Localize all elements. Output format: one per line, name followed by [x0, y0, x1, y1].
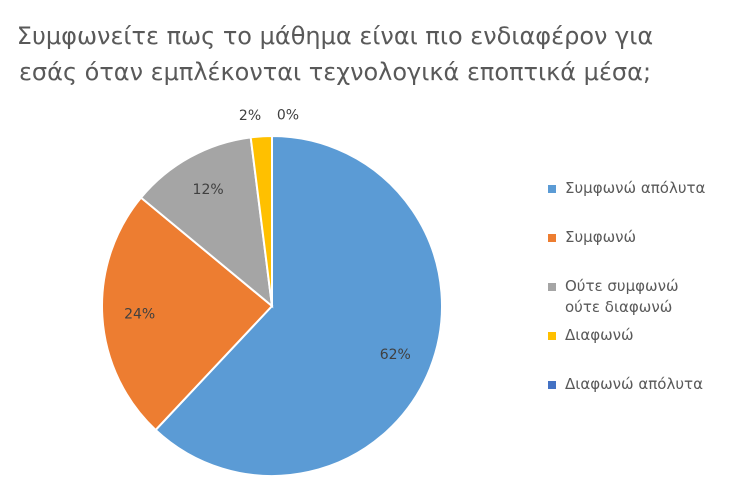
- legend-swatch: [548, 234, 556, 242]
- pie-slice: [139, 136, 274, 309]
- legend-item: Ούτε συμφωνώ ούτε διαφωνώ: [548, 276, 734, 318]
- pie-slice: [101, 196, 274, 432]
- title-line: εσάς όταν εμπλέκονται τεχνολογικά εποπτι…: [18, 58, 652, 86]
- legend-item: Συμφωνώ: [548, 227, 734, 248]
- legend-swatch: [548, 185, 556, 193]
- legend-label: Διαφωνώ απόλυτα: [565, 375, 703, 393]
- legend-swatch: [548, 283, 556, 291]
- data-label: 24%: [124, 306, 155, 322]
- legend-item: Διαφωνώ: [548, 325, 734, 346]
- legend-item: Διαφωνώ απόλυτα: [548, 374, 734, 395]
- legend-label: Ούτε συμφωνώ ούτε διαφωνώ: [565, 277, 679, 316]
- data-label: 2%: [239, 108, 261, 124]
- legend-swatch: [548, 381, 556, 389]
- data-label: 0%: [277, 108, 299, 124]
- legend-label: Συμφωνώ: [565, 228, 637, 246]
- legend-label: Διαφωνώ: [565, 326, 634, 344]
- pie-slice: [154, 134, 443, 477]
- legend-item: Συμφωνώ απόλυτα: [548, 178, 734, 199]
- pie-slice: [249, 134, 273, 307]
- legend-label: Συμφωνώ απόλυτα: [565, 179, 706, 197]
- data-label: 62%: [380, 347, 411, 363]
- chart-title: Συμφωνείτε πως το μάθημα είναι πιο ενδια…: [0, 18, 670, 90]
- legend: Συμφωνώ απόλυτα Συμφωνώ Ούτε συμφωνώ ούτε …: [548, 178, 734, 423]
- legend-swatch: [548, 332, 556, 340]
- title-line: Συμφωνείτε πως το μάθημα είναι πιο ενδια…: [16, 22, 654, 50]
- data-label: 12%: [193, 182, 224, 198]
